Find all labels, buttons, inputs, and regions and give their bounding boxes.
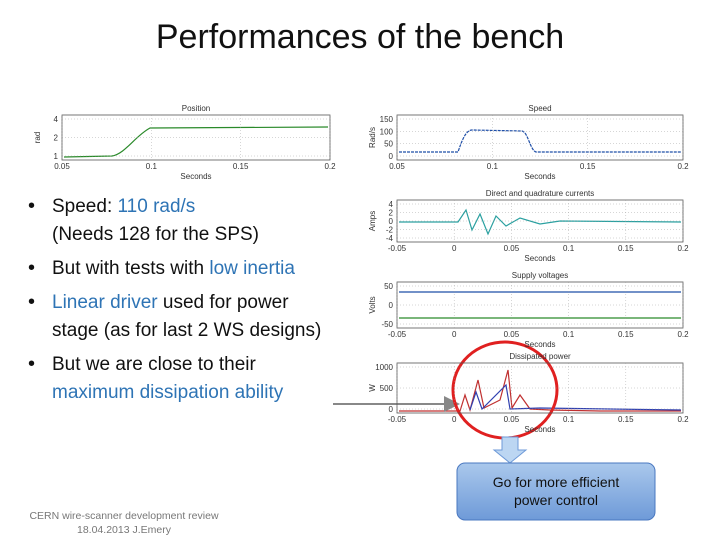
x-tick-label: -0.05 (388, 244, 407, 253)
bullet-dot: • (28, 257, 35, 279)
y-tick-label: 150 (380, 115, 394, 124)
x-tick-label: 0.2 (677, 162, 689, 171)
bullet-line: maximum dissipation ability (52, 382, 284, 403)
plot-ylabel: rad (33, 132, 42, 144)
bullet-line: But we are close to their (52, 354, 256, 375)
plot-xlabel: Seconds (524, 340, 555, 349)
x-tick-label: 0.2 (677, 330, 689, 339)
x-tick-label: 0.1 (563, 244, 575, 253)
x-tick-label: 0.05 (504, 330, 520, 339)
down-arrow (492, 436, 528, 464)
x-tick-label: 0.2 (324, 162, 336, 171)
bullet-text: 110 rad/s (118, 196, 196, 217)
y-tick-label: 0 (389, 152, 394, 161)
curve (399, 208, 682, 236)
y-tick-label: 50 (384, 282, 393, 291)
y-tick-label: 1 (54, 152, 59, 161)
y-tick-label: 2 (54, 134, 59, 143)
y-tick-label: 2 (389, 209, 394, 218)
plot-title: Speed (528, 104, 551, 113)
x-tick-label: 0 (452, 415, 457, 424)
x-tick-label: 0.2 (677, 244, 689, 253)
plot-title: Dissipated power (509, 352, 571, 361)
curve (63, 126, 329, 158)
x-tick-label: 0.1 (146, 162, 158, 171)
x-tick-label: 0.05 (504, 244, 520, 253)
footer-text: CERN wire-scanner development review (29, 510, 218, 522)
x-tick-label: 0.15 (233, 162, 249, 171)
footer-text: 18.04.2013 J.Emery (77, 524, 172, 536)
bullet-line: Linear driver used for power (52, 292, 289, 313)
bullet-dot: • (28, 195, 35, 217)
x-tick-label: 0.05 (389, 162, 405, 171)
curve (469, 383, 682, 411)
x-tick-label: 0 (452, 244, 457, 253)
x-tick-label: 0.1 (487, 162, 499, 171)
y-tick-label: 4 (389, 200, 394, 209)
plot-axes (396, 114, 684, 161)
plot-xlabel: Seconds (524, 254, 555, 263)
plot-xlabel: Seconds (180, 172, 211, 181)
x-tick-label: 0.15 (618, 244, 634, 253)
x-tick-label: 0.15 (580, 162, 596, 171)
x-tick-label: 0.05 (504, 415, 520, 424)
plot-title: Supply voltages (512, 271, 568, 280)
bullet-text: Speed: (52, 196, 118, 217)
y-tick-label: 4 (54, 115, 59, 124)
plot-xlabel: Seconds (524, 172, 555, 181)
y-tick-label: 1000 (375, 363, 393, 372)
callout-text: power control (514, 492, 598, 508)
bullet-text: stage (as for last 2 WS designs) (52, 320, 321, 341)
x-tick-label: -0.05 (388, 415, 407, 424)
x-tick-label: 0.15 (618, 330, 634, 339)
y-tick-label: -2 (386, 226, 394, 235)
plot-title: Position (182, 104, 210, 113)
x-tick-label: 0.15 (618, 415, 634, 424)
y-tick-label: 0 (389, 405, 394, 414)
plot-ylabel: Amps (368, 211, 377, 231)
curve (399, 369, 681, 413)
bullet-line: (Needs 128 for the SPS) (52, 224, 259, 245)
y-tick-label: 100 (380, 127, 394, 136)
x-tick-label: 0.1 (563, 415, 575, 424)
curve (399, 129, 681, 153)
bullet-line: Speed: 110 rad/s (52, 196, 195, 217)
bullet-text: But with tests with (52, 258, 209, 279)
x-tick-label: -0.05 (388, 330, 407, 339)
y-tick-label: 0 (389, 217, 394, 226)
plot-xlabel: Seconds (524, 425, 555, 434)
bullet-text: But we are close to their (52, 354, 256, 375)
plot-title: Direct and quadrature currents (486, 189, 595, 198)
slide-title: Performances of the bench (156, 18, 564, 56)
y-tick-label: 0 (389, 301, 394, 310)
bullet-text: used for power (158, 292, 290, 313)
x-tick-label: 0.2 (677, 415, 689, 424)
y-tick-label: -50 (381, 320, 393, 329)
plot-ylabel: Rad/s (368, 127, 377, 148)
y-tick-label: 500 (380, 384, 394, 393)
bullet-line: But with tests with low inertia (52, 258, 295, 279)
bullet-text: maximum dissipation ability (52, 382, 284, 403)
bullet-text: low inertia (209, 258, 295, 279)
bullet-text: Linear driver (52, 292, 158, 313)
bullet-dot: • (28, 353, 35, 375)
y-tick-label: -4 (386, 234, 394, 243)
bullet-line: stage (as for last 2 WS designs) (52, 320, 321, 341)
x-tick-label: 0.1 (563, 330, 575, 339)
y-tick-label: 50 (384, 140, 393, 149)
bullet-dot: • (28, 291, 35, 313)
callout-box (456, 462, 656, 521)
plot-ylabel: W (368, 384, 377, 392)
plot-ylabel: Volts (368, 296, 377, 313)
callout-text: Go for more efficient (493, 474, 620, 490)
bullet-text: (Needs 128 for the SPS) (52, 224, 259, 245)
x-tick-label: 0.05 (54, 162, 70, 171)
x-tick-label: 0 (452, 330, 457, 339)
curves (63, 126, 682, 413)
